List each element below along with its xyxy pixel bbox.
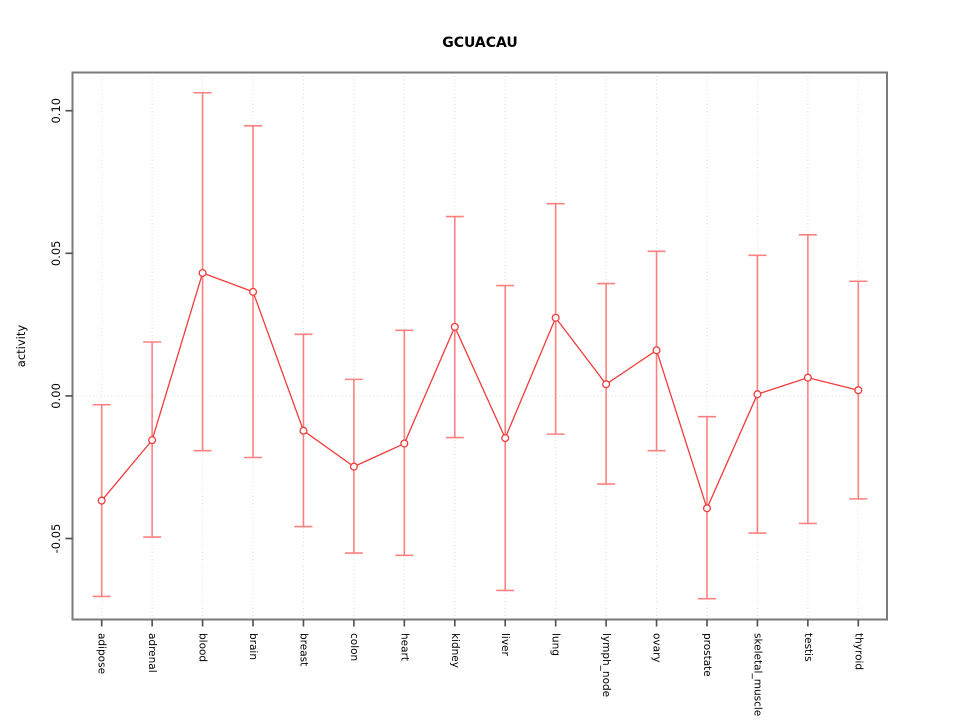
data-point-marker — [198, 268, 207, 278]
data-point-marker — [400, 439, 409, 448]
x-tick-label: breast — [297, 633, 309, 666]
x-tick-label: thyroid — [852, 633, 864, 670]
data-point-marker — [349, 462, 358, 471]
data-point-marker — [248, 287, 258, 296]
axes-layer: -0.05 0.00 0.05 0.10 adipose adrenal blood brai… — [49, 98, 864, 716]
chart-title: GCUACAU — [442, 35, 518, 51]
x-tick-label: liver — [499, 633, 511, 657]
data-point-marker — [148, 436, 157, 445]
data-point-marker — [97, 496, 106, 505]
y-axis-label: activity — [14, 325, 28, 368]
x-tick-label: skeletal_muscle — [751, 633, 763, 716]
x-tick-label: blood — [197, 633, 209, 662]
data-point-marker — [602, 380, 611, 389]
series-line — [101, 272, 859, 511]
data-point-marker — [652, 346, 661, 355]
data-point-marker — [551, 313, 560, 322]
x-tick-label: prostate — [701, 633, 713, 677]
data-point-marker — [854, 386, 863, 395]
y-tick-label: 0.05 — [49, 241, 63, 267]
data-point-marker — [450, 322, 459, 331]
data-points-layer — [97, 268, 863, 513]
x-tick-label: testis — [802, 633, 814, 662]
x-tick-label: adipose — [96, 633, 108, 674]
x-tick-label: lymph_node — [600, 633, 612, 697]
x-tick-label: colon — [348, 633, 360, 661]
x-tick-label: heart — [398, 633, 410, 661]
data-point-marker — [753, 390, 762, 399]
errorbars-layer — [92, 91, 868, 600]
data-point-marker — [299, 426, 308, 435]
x-tick-label: kidney — [449, 633, 461, 668]
plot-border — [71, 71, 888, 621]
plot-box-layer — [71, 71, 888, 621]
x-tick-label: lung — [550, 633, 562, 656]
y-tick-label: 0.00 — [49, 383, 63, 409]
x-tick-label: adrenal — [146, 633, 158, 673]
y-tick-label: -0.05 — [49, 524, 63, 554]
data-point-marker — [803, 373, 812, 382]
x-tick-label: brain — [247, 633, 259, 660]
y-tick-label: 0.10 — [49, 98, 63, 124]
gridlines-layer — [72, 72, 887, 620]
x-tick-label: ovary — [651, 633, 663, 663]
data-point-marker — [501, 434, 510, 443]
series-line-layer — [101, 272, 859, 511]
data-point-marker — [702, 504, 712, 513]
